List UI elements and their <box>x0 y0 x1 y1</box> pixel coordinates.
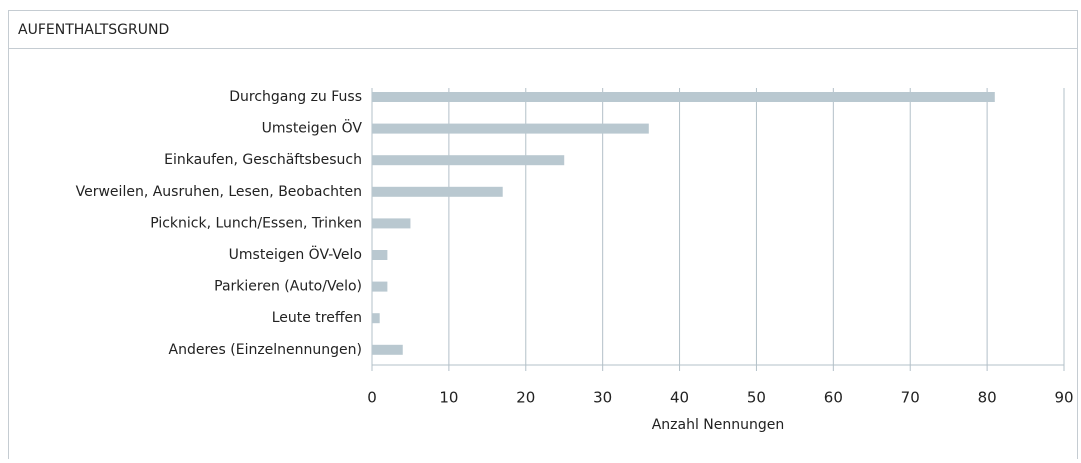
bar <box>372 155 565 166</box>
y-tick-label: Durchgang zu Fuss <box>229 89 362 105</box>
x-tick-label: 0 <box>367 389 377 407</box>
panel <box>8 10 1078 463</box>
x-tick-label: 60 <box>824 389 843 407</box>
y-tick-label: Umsteigen ÖV-Velo <box>229 245 362 263</box>
x-axis-label: Anzahl Nennungen <box>652 417 785 433</box>
bar <box>372 218 411 229</box>
x-tick-label: 20 <box>516 389 535 407</box>
bar <box>372 123 649 134</box>
bar <box>372 313 380 324</box>
y-tick-label: Parkieren (Auto/Velo) <box>214 279 362 295</box>
y-tick-label: Verweilen, Ausruhen, Lesen, Beobachten <box>76 184 362 200</box>
x-tick-label: 70 <box>901 389 920 407</box>
bar <box>372 250 388 260</box>
bar <box>372 92 995 102</box>
x-tick-label: 30 <box>593 389 612 407</box>
y-tick-label: Picknick, Lunch/Essen, Trinken <box>150 215 362 231</box>
x-tick-label: 90 <box>1054 389 1073 407</box>
panel-title: AUFENTHALTSGRUND <box>18 22 169 38</box>
y-tick-label: Einkaufen, Geschäftsbesuch <box>164 152 362 168</box>
x-tick-label: 10 <box>439 389 458 407</box>
bar <box>372 281 388 292</box>
x-tick-label: 80 <box>978 389 997 407</box>
bar <box>372 344 403 355</box>
y-tick-label: Anderes (Einzelnennungen) <box>169 342 363 358</box>
y-tick-label: Umsteigen ÖV <box>262 119 363 137</box>
x-tick-label: 50 <box>747 389 766 407</box>
y-tick-label: Leute treffen <box>272 310 362 326</box>
x-tick-label: 40 <box>670 389 689 407</box>
bar <box>372 186 503 197</box>
